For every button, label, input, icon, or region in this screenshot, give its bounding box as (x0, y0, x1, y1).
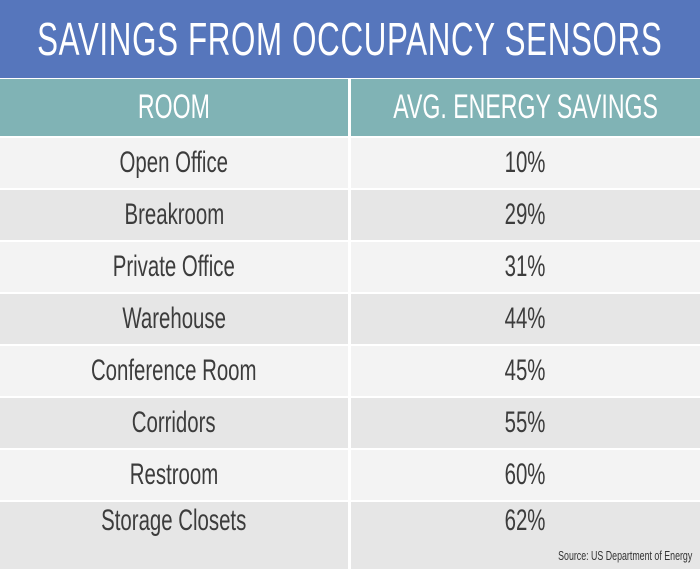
column-header-room: ROOM (0, 79, 348, 136)
cell-text: Private Office (112, 250, 236, 283)
cell-text: Open Office (119, 146, 229, 179)
table-cell-savings: 55% (351, 398, 700, 448)
table-cell-savings: 44% (351, 294, 700, 344)
cell-text: Restroom (129, 458, 219, 491)
cell-text: 44% (505, 302, 546, 335)
cell-text: 55% (505, 406, 546, 439)
table-cell-room: Open Office (0, 138, 348, 188)
table-cell-room: Warehouse (0, 294, 348, 344)
cell-text: Conference Room (91, 354, 257, 387)
cell-text: 29% (505, 198, 546, 231)
table-cell-room: Corridors (0, 398, 348, 448)
table-cell-room: Storage Closets (0, 502, 348, 569)
table-cell-savings: 29% (351, 190, 700, 240)
table-cell-savings: 31% (351, 242, 700, 292)
table-cell-room: Private Office (0, 242, 348, 292)
source-note: Source: US Department of Energy (557, 548, 692, 563)
cell-text: Breakroom (124, 198, 224, 231)
cell-text: Warehouse (122, 302, 226, 335)
column-header-savings: AVG. ENERGY SAVINGS (351, 79, 700, 136)
table-cell-savings: 10% (351, 138, 700, 188)
cell-text: 62% (505, 504, 546, 537)
table-cell-savings: 62% (351, 502, 700, 569)
cell-text: 45% (505, 354, 546, 387)
table-cell-room: Restroom (0, 450, 348, 500)
table-cell-room: Conference Room (0, 346, 348, 396)
cell-text: Corridors (132, 406, 216, 439)
cell-text: Storage Closets (101, 504, 247, 537)
title-banner: SAVINGS FROM OCCUPANCY SENSORS (0, 0, 700, 78)
chart-title: SAVINGS FROM OCCUPANCY SENSORS (37, 13, 663, 65)
cell-text: 60% (505, 458, 546, 491)
cell-text: 10% (505, 146, 546, 179)
table-cell-savings: 60% (351, 450, 700, 500)
cell-text: 31% (505, 250, 546, 283)
table-cell-savings: 45% (351, 346, 700, 396)
table-cell-room: Breakroom (0, 190, 348, 240)
